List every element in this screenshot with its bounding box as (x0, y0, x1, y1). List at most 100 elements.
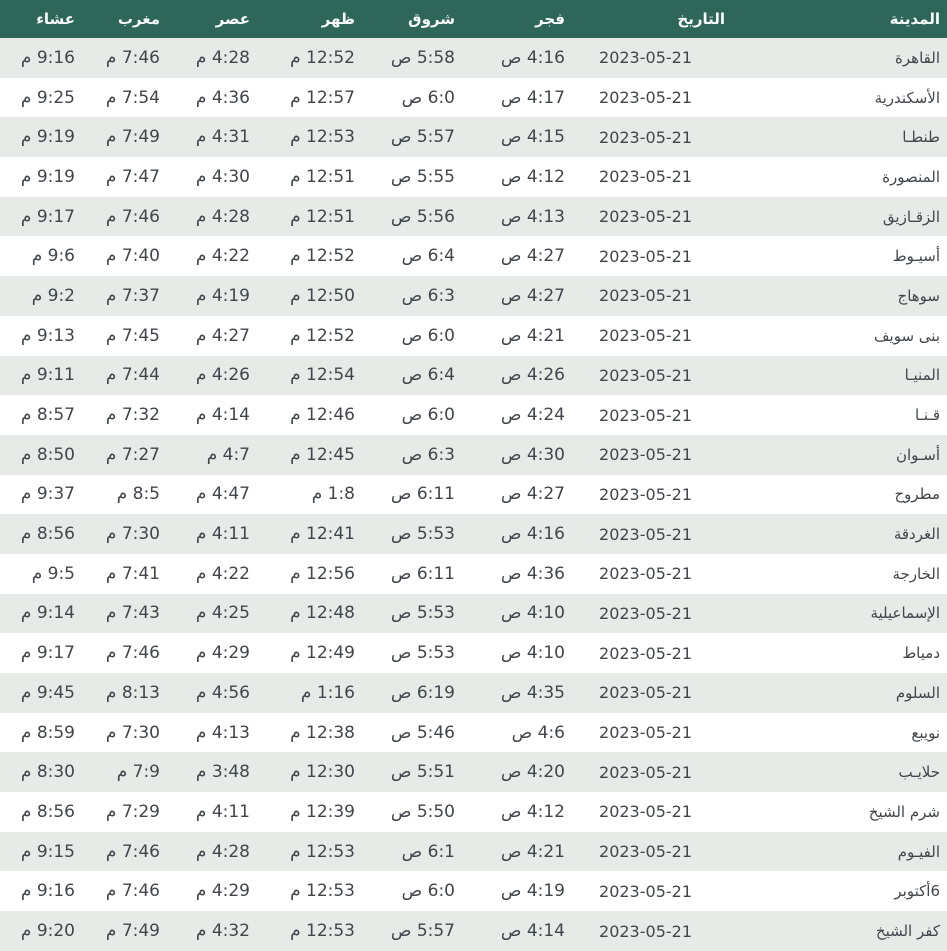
shuruq-time: 6:1 ص (390, 831, 490, 872)
shuruq-time: 6:3 ص (390, 434, 490, 475)
city-cell: مطروح (770, 474, 947, 515)
maghrib-time: 7:30 م (106, 712, 195, 753)
maghrib-time: 7:32 م (106, 395, 195, 435)
dhuhr-time: 12:56 م (285, 553, 390, 594)
fajr-time: 4:27 ص (490, 276, 600, 316)
maghrib-time: 7:27 م (106, 434, 195, 475)
table-row: كفر الشيخ 2023-05-21 4:14 ص 5:57 ص 12:53 م 4:… (0, 911, 947, 951)
asr-time: 4:29 م (195, 871, 285, 912)
shuruq-time: 6:4 ص (390, 355, 490, 396)
asr-time: 4:22 م (195, 236, 285, 277)
dhuhr-time: 12:52 م (285, 315, 390, 356)
asr-time: 4:56 م (195, 673, 285, 713)
isha-time: 9:17 م (0, 196, 110, 237)
date-cell: 2023-05-21 (599, 553, 770, 594)
city-cell: الزقـازيق (770, 196, 947, 237)
asr-time: 4:47 م (195, 474, 285, 515)
fajr-time: 4:26 ص (490, 355, 600, 396)
table-row: القاهرة 2023-05-21 4:16 ص 5:58 ص 12:52 م 4:28… (0, 38, 947, 78)
date-cell: 2023-05-21 (599, 157, 770, 197)
shuruq-time: 5:50 ص (390, 792, 490, 832)
shuruq-time: 5:53 ص (390, 514, 490, 554)
header-row: المدينة التاريخ فجر شروق ظهر عصر مغرب عش… (0, 0, 947, 38)
asr-time: 4:29 م (195, 633, 285, 673)
maghrib-time: 7:37 م (106, 276, 195, 316)
dhuhr-time: 12:52 م (285, 236, 390, 277)
dhuhr-time: 12:51 م (285, 157, 390, 197)
shuruq-time: 6:11 ص (390, 474, 490, 515)
table-body: القاهرة 2023-05-21 4:16 ص 5:58 ص 12:52 م 4:28… (0, 38, 947, 951)
dhuhr-time: 12:54 م (285, 355, 390, 396)
asr-time: 4:7 م (195, 434, 285, 475)
date-cell: 2023-05-21 (599, 474, 770, 515)
city-cell: طنطـا (770, 117, 947, 158)
city-cell: شرم الشيخ (770, 792, 947, 832)
maghrib-time: 8:13 م (106, 673, 195, 713)
fajr-time: 4:21 ص (490, 315, 600, 356)
maghrib-time: 7:43 م (106, 593, 195, 634)
fajr-time: 4:19 ص (490, 871, 600, 912)
date-cell: 2023-05-21 (599, 434, 770, 475)
fajr-time: 4:10 ص (490, 633, 600, 673)
date-cell: 2023-05-21 (599, 236, 770, 277)
isha-time: 8:59 م (0, 712, 110, 753)
isha-time: 9:19 م (0, 157, 110, 197)
asr-time: 4:26 م (195, 355, 285, 396)
fajr-time: 4:6 ص (490, 712, 600, 753)
shuruq-time: 5:58 ص (390, 38, 490, 78)
date-cell: 2023-05-21 (599, 355, 770, 396)
col-header-shuruq: شروق (390, 0, 490, 38)
shuruq-time: 6:4 ص (390, 236, 490, 277)
maghrib-time: 7:40 م (106, 236, 195, 277)
shuruq-time: 6:0 ص (390, 395, 490, 435)
table-row: مطروح 2023-05-21 4:27 ص 6:11 ص 1:8 م 4:47 م 8:… (0, 474, 947, 515)
dhuhr-time: 12:57 م (285, 77, 390, 118)
dhuhr-time: 12:41 م (285, 514, 390, 554)
asr-time: 4:28 م (195, 831, 285, 872)
table-row: الزقـازيق 2023-05-21 4:13 ص 5:56 ص 12:51 م 4:… (0, 196, 947, 237)
date-cell: 2023-05-21 (599, 593, 770, 634)
table-row: أسيـوط 2023-05-21 4:27 ص 6:4 ص 12:52 م 4:22 م… (0, 236, 947, 277)
col-header-asr: عصر (195, 0, 285, 38)
city-cell: دمياط (770, 633, 947, 673)
maghrib-time: 7:45 م (106, 315, 195, 356)
asr-time: 4:31 م (195, 117, 285, 158)
isha-time: 9:13 م (0, 315, 110, 356)
dhuhr-time: 12:49 م (285, 633, 390, 673)
maghrib-time: 7:41 م (106, 553, 195, 594)
fajr-time: 4:16 ص (490, 38, 600, 78)
asr-time: 4:28 م (195, 38, 285, 78)
maghrib-time: 8:5 م (110, 474, 195, 515)
table-row: 6أكتوبر 2023-05-21 4:19 ص 6:0 ص 12:53 م 4:29 … (0, 871, 947, 912)
col-header-isha: عشاء (0, 0, 110, 38)
shuruq-time: 5:53 ص (390, 633, 490, 673)
maghrib-time: 7:46 م (106, 633, 195, 673)
shuruq-time: 5:55 ص (390, 157, 490, 197)
table-row: الفيـوم 2023-05-21 4:21 ص 6:1 ص 12:53 م 4:28 … (0, 831, 947, 872)
dhuhr-time: 12:52 م (285, 38, 390, 78)
maghrib-time: 7:46 م (106, 38, 195, 78)
shuruq-time: 5:53 ص (390, 593, 490, 634)
maghrib-time: 7:44 م (106, 355, 195, 396)
isha-time: 8:30 م (0, 752, 110, 793)
fajr-time: 4:17 ص (490, 77, 600, 118)
fajr-time: 4:27 ص (490, 236, 600, 277)
fajr-time: 4:15 ص (490, 117, 600, 158)
asr-time: 4:22 م (195, 553, 285, 594)
date-cell: 2023-05-21 (599, 633, 770, 673)
asr-time: 4:19 م (195, 276, 285, 316)
city-cell: الفيـوم (770, 831, 947, 872)
date-cell: 2023-05-21 (599, 276, 770, 316)
city-cell: الغردقة (770, 514, 947, 554)
shuruq-time: 6:0 ص (390, 871, 490, 912)
table-row: الغردقة 2023-05-21 4:16 ص 5:53 ص 12:41 م 4:11… (0, 514, 947, 554)
date-cell: 2023-05-21 (599, 77, 770, 118)
shuruq-time: 5:46 ص (390, 712, 490, 753)
date-cell: 2023-05-21 (599, 871, 770, 912)
dhuhr-time: 12:53 م (285, 117, 390, 158)
isha-time: 8:50 م (0, 434, 110, 475)
asr-time: 4:28 م (195, 196, 285, 237)
isha-time: 9:19 م (0, 117, 110, 158)
